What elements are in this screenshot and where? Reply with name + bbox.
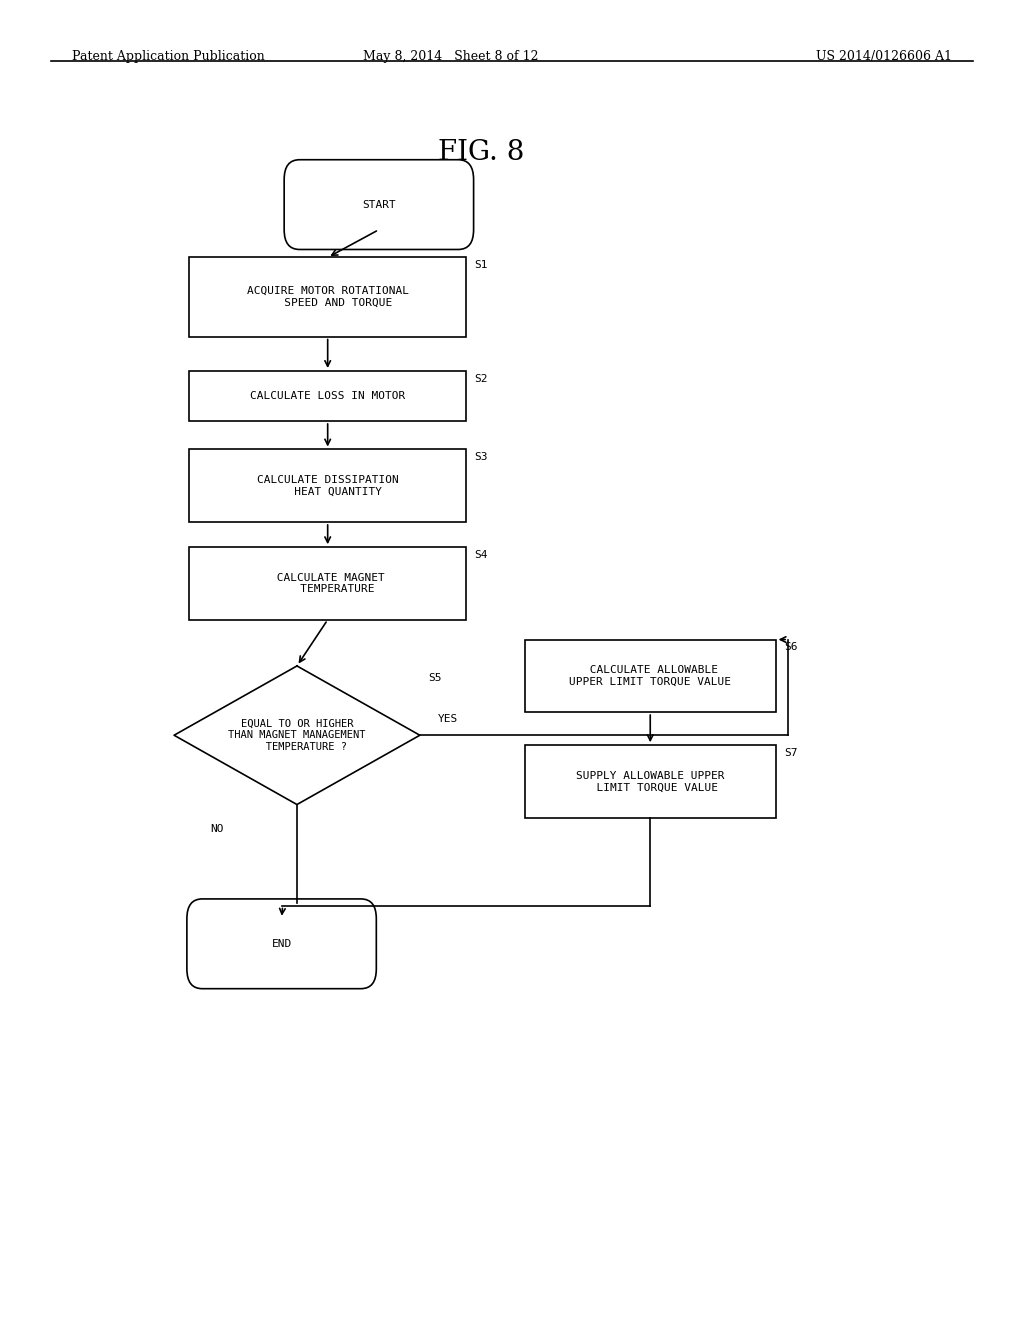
Text: YES: YES — [438, 714, 459, 725]
Text: Patent Application Publication: Patent Application Publication — [72, 50, 264, 63]
Text: S1: S1 — [474, 260, 487, 271]
Text: EQUAL TO OR HIGHER
THAN MAGNET MANAGEMENT
   TEMPERATURE ?: EQUAL TO OR HIGHER THAN MAGNET MANAGEMEN… — [228, 718, 366, 752]
FancyBboxPatch shape — [189, 449, 466, 521]
Text: S6: S6 — [784, 643, 798, 652]
FancyBboxPatch shape — [284, 160, 473, 249]
Text: S3: S3 — [474, 451, 487, 462]
Text: ACQUIRE MOTOR ROTATIONAL
   SPEED AND TORQUE: ACQUIRE MOTOR ROTATIONAL SPEED AND TORQU… — [247, 286, 409, 308]
Polygon shape — [174, 667, 420, 804]
FancyBboxPatch shape — [189, 257, 466, 337]
Text: S2: S2 — [474, 374, 487, 384]
Text: END: END — [271, 939, 292, 949]
Text: START: START — [362, 199, 395, 210]
Text: CALCULATE DISSIPATION
   HEAT QUANTITY: CALCULATE DISSIPATION HEAT QUANTITY — [257, 475, 398, 496]
Text: US 2014/0126606 A1: US 2014/0126606 A1 — [816, 50, 952, 63]
FancyBboxPatch shape — [189, 371, 466, 421]
FancyBboxPatch shape — [186, 899, 377, 989]
Text: CALCULATE LOSS IN MOTOR: CALCULATE LOSS IN MOTOR — [250, 391, 406, 401]
Text: S4: S4 — [474, 549, 487, 560]
Text: CALCULATE ALLOWABLE
UPPER LIMIT TORQUE VALUE: CALCULATE ALLOWABLE UPPER LIMIT TORQUE V… — [569, 665, 731, 686]
FancyBboxPatch shape — [524, 744, 776, 818]
FancyBboxPatch shape — [189, 546, 466, 619]
Text: S5: S5 — [428, 672, 441, 682]
Text: SUPPLY ALLOWABLE UPPER
  LIMIT TORQUE VALUE: SUPPLY ALLOWABLE UPPER LIMIT TORQUE VALU… — [575, 771, 725, 792]
Text: FIG. 8: FIG. 8 — [438, 139, 524, 165]
Text: S7: S7 — [784, 747, 798, 758]
Text: CALCULATE MAGNET
   TEMPERATURE: CALCULATE MAGNET TEMPERATURE — [270, 573, 385, 594]
Text: May 8, 2014   Sheet 8 of 12: May 8, 2014 Sheet 8 of 12 — [362, 50, 539, 63]
Text: NO: NO — [210, 824, 223, 834]
FancyBboxPatch shape — [524, 640, 776, 713]
